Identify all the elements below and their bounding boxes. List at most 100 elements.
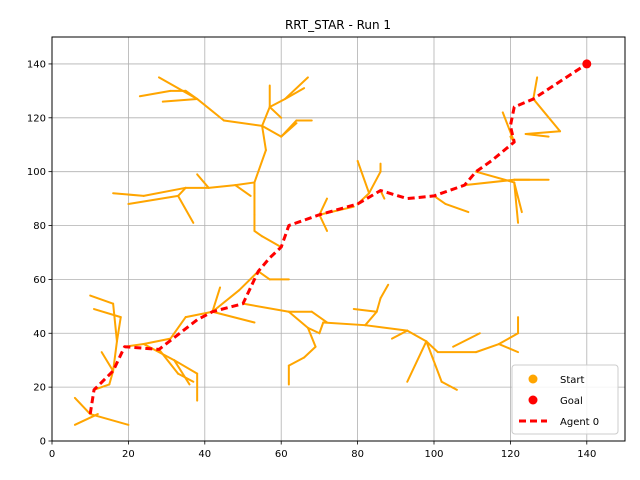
x-tick-label: 40 (198, 449, 211, 460)
tree-edge (280, 122, 298, 138)
tree-edge (184, 310, 214, 319)
tree-edge (497, 343, 520, 354)
tree-edge (93, 308, 122, 319)
tree-edge (268, 97, 287, 109)
tree-edge (89, 294, 115, 305)
tree-edge (211, 286, 222, 313)
tree-edge (112, 192, 145, 197)
tree-edge (157, 348, 180, 375)
tree-edge (261, 235, 283, 249)
x-tick-label: 100 (424, 449, 443, 460)
tree-edge (211, 289, 241, 313)
goal-marker (582, 59, 592, 69)
y-tick-label: 140 (27, 59, 46, 70)
tree-edge (142, 337, 172, 346)
tree-edge (306, 326, 317, 348)
tree-edge (379, 283, 390, 300)
x-tick-label: 140 (577, 449, 596, 460)
tree-edge (222, 119, 264, 127)
tree-edge (196, 97, 225, 122)
tree-edge (127, 194, 180, 205)
legend-box (511, 364, 619, 435)
tree-edge (261, 106, 271, 127)
plot-frame (51, 36, 626, 442)
tree-edge (364, 324, 409, 332)
legend-agent-label: Agent 0 (560, 417, 599, 428)
tree-edge (238, 270, 260, 292)
tree-edge (475, 170, 516, 184)
tree-edge (112, 340, 118, 372)
x-axis: 0 20 40 60 80 100 120 140 (49, 441, 596, 460)
x-tick-label: 60 (275, 449, 288, 460)
tree-edge (352, 308, 378, 313)
tree-edge (425, 340, 439, 354)
tree-edge (356, 159, 371, 195)
legend-goal-marker (528, 395, 538, 405)
tree-edge (368, 170, 382, 195)
y-tick-label: 0 (40, 437, 46, 448)
y-tick-label: 100 (27, 167, 46, 178)
rrt-tree (73, 76, 562, 426)
tree-edge (253, 229, 264, 238)
y-tick-label: 120 (27, 113, 46, 124)
y-tick-label: 40 (33, 329, 46, 340)
tree-edge (261, 124, 283, 138)
x-tick-label: 120 (501, 449, 520, 460)
tree-edge (100, 351, 115, 372)
tree-edge (184, 89, 199, 100)
tree-edge (234, 184, 252, 197)
tree-edge (425, 340, 443, 383)
tree-edge (497, 332, 520, 346)
tree-edge (257, 270, 271, 281)
tree-edge (444, 202, 470, 214)
y-tick-label: 20 (33, 383, 46, 394)
tree-edge (287, 356, 306, 367)
tree-edge (524, 132, 550, 138)
tree-edge (234, 181, 256, 187)
tree-edge (513, 181, 520, 224)
tree-edge (169, 316, 187, 340)
tree-edge (318, 197, 329, 216)
tree-edge (253, 149, 267, 184)
tree-edge (284, 76, 309, 100)
y-axis: 0 20 40 60 80 100 120 140 (27, 59, 52, 448)
tree-edge (452, 332, 481, 348)
tree-edge (406, 329, 428, 343)
chart-title: RRT_STAR - Run 1 (285, 18, 391, 32)
tree-edge (268, 106, 283, 119)
x-tick-label: 20 (122, 449, 135, 460)
tree-edge (161, 97, 199, 103)
tree-edge (524, 130, 562, 135)
tree-edge (532, 76, 539, 100)
tree-edge (89, 413, 130, 426)
y-tick-label: 80 (33, 221, 46, 232)
tree-edge (242, 302, 290, 313)
tree-edge (475, 343, 500, 354)
tree-edge (440, 380, 458, 391)
tree-edge (406, 340, 428, 383)
legend-start-marker (528, 374, 538, 384)
tree-edge (142, 186, 187, 197)
tree-edge (501, 111, 516, 144)
tree-edge (306, 326, 321, 335)
tree-edge (73, 396, 92, 416)
tree-edge (261, 124, 267, 152)
tree-edge (532, 97, 562, 133)
legend: Start Goal Agent 0 (511, 364, 619, 435)
tree-edge (142, 343, 176, 362)
tree-edge (433, 194, 447, 205)
tree-edge (177, 186, 187, 197)
tree-edge (310, 310, 329, 324)
tree-edge (196, 173, 210, 189)
tree-edge (173, 359, 199, 375)
tree-edge (177, 194, 195, 224)
tree-edge (287, 310, 309, 329)
tree-edge (112, 302, 118, 343)
tree-edge (364, 310, 378, 327)
tree-edge (177, 372, 195, 383)
legend-start-label: Start (560, 375, 585, 386)
tree-edge (322, 321, 367, 327)
tree-edge (303, 345, 317, 359)
tree-edge (207, 184, 237, 189)
